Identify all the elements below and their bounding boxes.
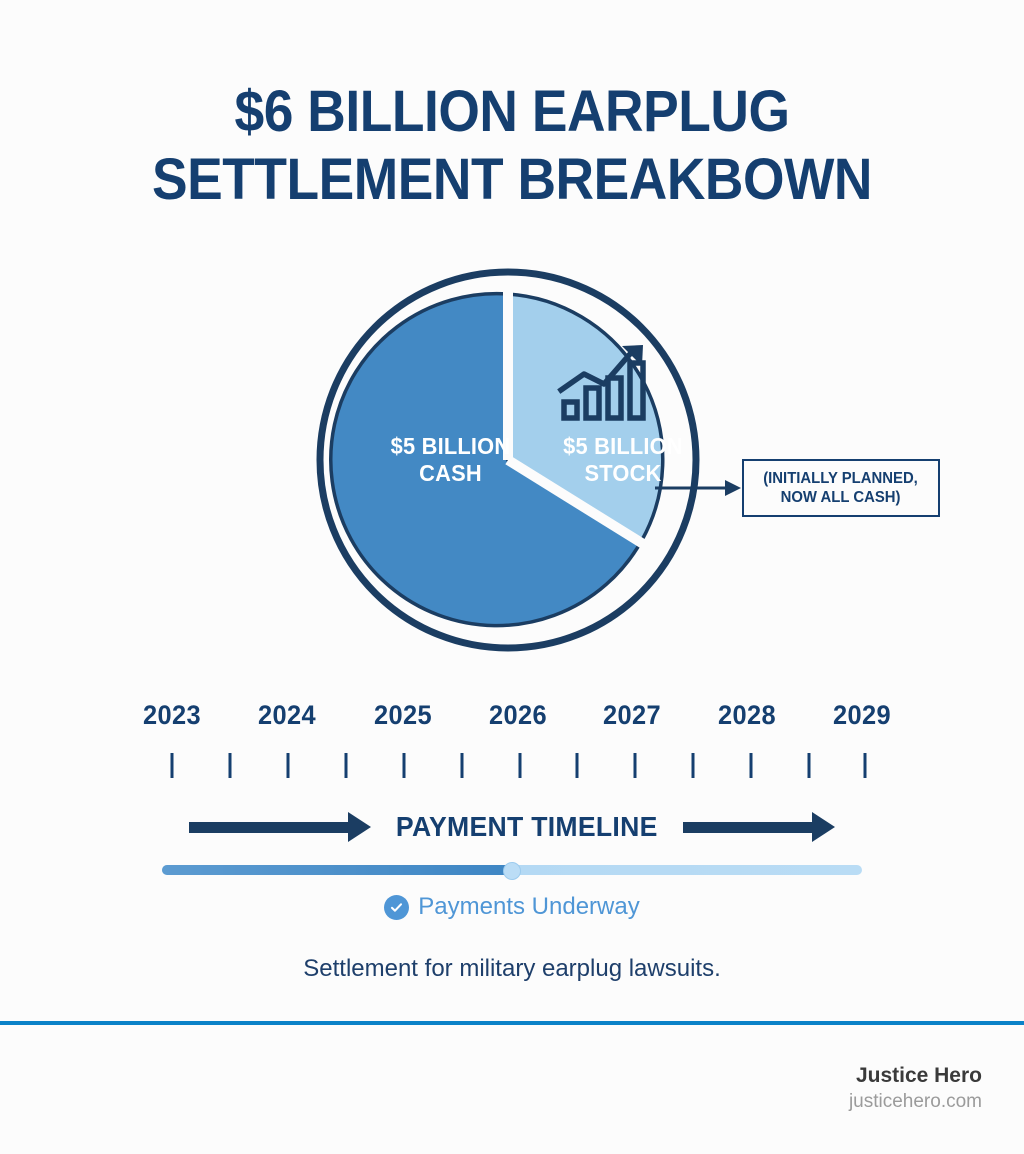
arrow-head-icon [811,812,835,842]
callout-box: (INITIALLY PLANNED, NOW ALL CASH) [742,459,940,517]
timeline-tick [749,753,753,778]
timeline-tick [286,753,290,778]
timeline-tick [344,753,348,778]
payment-timeline-row: PAYMENT TIMELINE [132,805,892,849]
check-circle-icon [384,894,410,920]
timeline-year-labels: 2023 2024 2025 2026 2027 2028 2029 [132,700,892,740]
timeline-year-2026: 2026 [489,700,547,730]
progress-fill [162,865,512,875]
title-line-1: $6 BILLION EARPLUG [234,79,790,144]
arrow-head-icon [348,812,372,842]
timeline-year-2024: 2024 [258,700,316,730]
timeline-tick [807,753,811,778]
pie-label-cash: $5 BILLION CASH [390,433,511,486]
timeline-arrow-left [189,812,372,842]
timeline-year-2027: 2027 [603,700,661,730]
timeline-year-2023: 2023 [143,700,201,730]
timeline-tick [228,753,232,778]
timeline-year-2029: 2029 [833,700,891,730]
timeline-ticks [132,753,892,783]
progress-knob[interactable] [503,862,521,880]
footer-brand: Justice Hero [855,1064,982,1087]
bar-chart-growth-icon [557,345,646,421]
timeline-arrow-right [682,812,835,842]
page-title: $6 BILLION EARPLUG SETTLEMENT BREAKBOWN [0,78,1024,214]
callout-leader-arrow [655,480,741,496]
timeline-year-2025: 2025 [374,700,432,730]
payment-timeline-section: 2023 2024 2025 2026 2027 2028 2029 [0,700,1024,983]
pie-label-stock: $5 BILLION STOCK [563,433,683,486]
payment-timeline-label: PAYMENT TIMELINE [396,811,658,842]
payment-status-text: Payments Underway [418,893,640,920]
arrow-shaft [189,821,349,833]
footer-url[interactable]: justicehero.com [848,1091,982,1112]
payment-progress-bar[interactable] [162,862,862,880]
pie-chart-svg [316,268,700,652]
title-line-2: SETTLEMENT BREAKBOWN [151,147,873,212]
timeline-tick [863,753,867,778]
timeline-tick [575,753,579,778]
footer-divider [0,1021,1024,1025]
timeline-tick [460,753,464,778]
pie-slice-cash [329,291,645,628]
timeline-year-2028: 2028 [718,700,776,730]
timeline-tick [691,753,695,778]
footer: Justice Hero justicehero.com [849,1063,982,1114]
callout-text: (INITIALLY PLANNED, NOW ALL CASH) [763,470,919,506]
timeline-tick [518,753,522,778]
timeline-tick [633,753,637,778]
pie-gap-lower-right [505,455,651,552]
pie-outer-ring [316,268,700,652]
payment-status: Payments Underway [0,893,1024,921]
arrow-shaft [682,821,812,833]
timeline-tick [402,753,406,778]
caption-text: Settlement for military earplug lawsuits… [303,955,721,982]
timeline-tick [170,753,174,778]
